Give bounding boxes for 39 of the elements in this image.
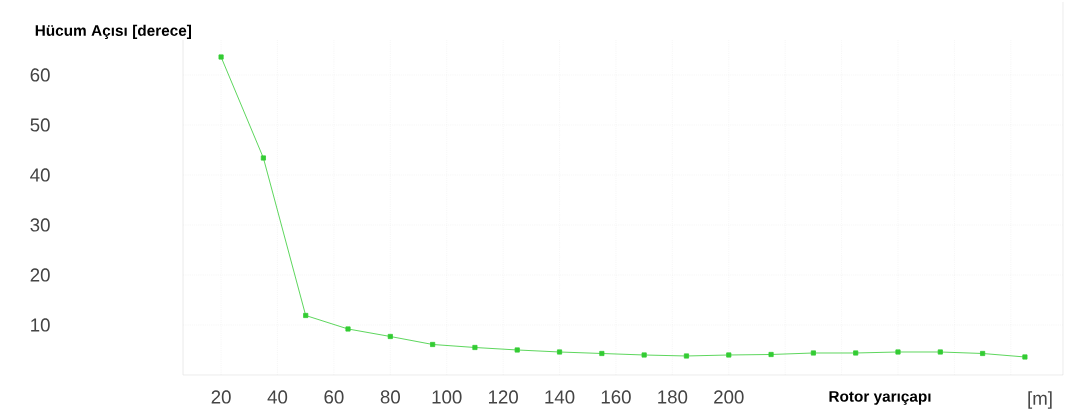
x-axis-title: Rotor yarıçapı: [829, 391, 931, 405]
text: [m]: [1028, 391, 1052, 409]
x-tick-label: 20: [211, 390, 231, 404]
point: [430, 341, 436, 348]
y-tick-label: 60: [30, 68, 50, 82]
x-tick-label: 120: [488, 390, 518, 404]
x-tick-label: 80: [380, 390, 400, 404]
point: [1022, 354, 1028, 360]
point: [557, 349, 563, 355]
point: [599, 350, 605, 357]
y-tick-label: 50: [30, 118, 50, 132]
point: [980, 350, 986, 357]
point: [514, 347, 520, 353]
point: [260, 155, 266, 161]
x-tick-label: 160: [601, 390, 631, 404]
y-tick-label: 40: [30, 168, 50, 182]
point: [853, 350, 859, 356]
point: [641, 352, 647, 358]
point: [937, 349, 943, 355]
x-tick-label: 100: [432, 390, 462, 404]
point: [726, 352, 732, 358]
point: [768, 351, 774, 358]
y-tick-label: 30: [30, 218, 50, 232]
y-axis-title: Hücum Açısı [derece]: [35, 24, 191, 39]
point: [472, 344, 478, 351]
y-tick-label: 20: [30, 268, 50, 282]
point: [895, 349, 901, 355]
point: [303, 312, 309, 319]
point: [810, 350, 816, 356]
x-tick-label: 180: [658, 390, 688, 404]
x-tick-label: 200: [714, 390, 744, 404]
x-tick-label: 140: [545, 390, 575, 404]
point: [683, 353, 689, 359]
point: [387, 333, 393, 340]
point: [218, 54, 224, 60]
x-tick-label: 40: [267, 390, 288, 404]
y-tick-label: 10: [31, 318, 50, 332]
point: [345, 326, 351, 332]
x-tick-label: 60: [324, 390, 344, 404]
